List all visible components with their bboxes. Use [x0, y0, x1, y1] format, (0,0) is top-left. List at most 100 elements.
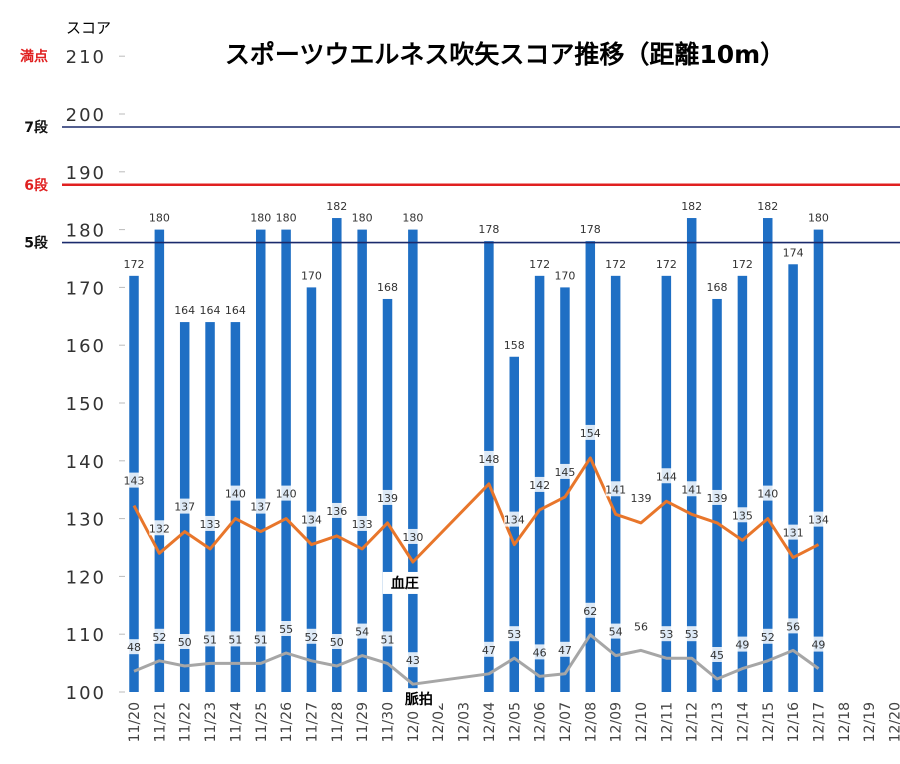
x-tick-label: 11/30 — [381, 702, 397, 742]
x-tick-label: 11/22 — [178, 702, 194, 742]
bar-value-label: 178 — [580, 223, 601, 236]
pulse-value-label: 51 — [203, 633, 217, 646]
pulse-value-label: 47 — [482, 644, 496, 657]
label-bg — [606, 623, 625, 639]
y-tick-label: 120 — [66, 567, 106, 588]
y-tick-label: 190 — [66, 163, 106, 184]
x-tick-label: 12/01 — [406, 702, 422, 742]
blood-pressure-value-label: 139 — [631, 492, 652, 505]
blood-pressure-value-label: 134 — [301, 514, 322, 527]
blood-pressure-value-label: 142 — [529, 479, 550, 492]
blood-pressure-line — [132, 456, 820, 564]
reference-label: 満点 — [20, 48, 48, 65]
label-bg — [529, 476, 550, 492]
blood-pressure-value-label: 135 — [732, 509, 753, 522]
y-tick-label: 150 — [66, 394, 106, 415]
label-bg — [478, 450, 499, 466]
label-bg — [277, 620, 296, 636]
bar-value-label: 164 — [174, 304, 195, 317]
x-tick-label: 12/20 — [888, 702, 900, 742]
bar-value-label: 168 — [377, 281, 398, 294]
label-bg — [681, 481, 702, 497]
bar — [661, 275, 672, 692]
pulse-value-label: 52 — [152, 631, 166, 644]
label-bg — [708, 646, 727, 662]
pulse-value-label: 53 — [659, 628, 673, 641]
bar — [332, 218, 342, 693]
label-bg — [504, 511, 525, 527]
blood-pressure-value-label: 141 — [681, 483, 702, 496]
pulse-value-label: 46 — [533, 646, 547, 659]
label-bg — [555, 641, 574, 657]
bar-value-label: 180 — [149, 212, 170, 225]
x-tick-label: 12/09 — [609, 702, 625, 742]
label-bg — [226, 631, 245, 647]
label-bg — [733, 636, 752, 652]
label-bg — [707, 489, 728, 505]
x-tick-label: 11/21 — [152, 702, 168, 742]
bar — [737, 275, 748, 692]
bar — [560, 287, 570, 692]
series-tag-bg — [382, 571, 427, 594]
label-bg — [581, 602, 600, 618]
blood-pressure-value-label: 131 — [783, 527, 804, 540]
bar-value-label: 170 — [554, 269, 575, 282]
y-axis-label: スコア — [66, 19, 111, 37]
label-bg — [225, 485, 246, 501]
label-bg — [125, 639, 143, 655]
x-tick-label: 12/04 — [482, 702, 498, 742]
blood-pressure-value-label: 132 — [149, 522, 170, 535]
y-tick-label: 100 — [66, 683, 106, 704]
blood-pressure-value-label: 136 — [326, 505, 347, 518]
pulse-value-label: 52 — [761, 631, 775, 644]
x-tick-label: 12/19 — [862, 702, 878, 742]
blood-pressure-value-label: 140 — [276, 488, 297, 501]
pulse-value-label: 45 — [710, 649, 724, 662]
bar-value-label: 172 — [732, 258, 753, 271]
data-labels: 172 180 164 164 164 180 180 170 182 180 168 180 178 1… — [124, 200, 829, 668]
blood-pressure-value-label: 137 — [250, 501, 271, 514]
blood-pressure-value-label: 144 — [656, 470, 677, 483]
label-bg — [505, 626, 524, 642]
reference-label: 6段 — [24, 177, 48, 194]
blood-pressure-value-label: 134 — [504, 514, 525, 527]
bar-value-label: 172 — [529, 258, 550, 271]
blood-pressure-tag: 血圧 — [391, 575, 419, 592]
bar-value-label: 178 — [478, 223, 499, 236]
y-ticks: 100 110 120 130 140 150 160 170 180 190 200 210 — [66, 47, 125, 704]
blood-pressure-value-label: 137 — [174, 501, 195, 514]
bar-value-label: 168 — [707, 281, 728, 294]
label-bg — [758, 628, 777, 644]
label-bg — [174, 498, 195, 514]
label-bg — [326, 502, 347, 518]
y-tick-label: 130 — [66, 510, 106, 531]
bar-value-label: 180 — [276, 212, 297, 225]
label-bg — [276, 485, 297, 501]
bar-value-label: 172 — [605, 258, 626, 271]
x-tick-label: 12/17 — [811, 702, 827, 742]
label-bg — [732, 507, 753, 523]
label-bg — [150, 628, 169, 644]
pulse-value-label: 50 — [330, 636, 344, 649]
label-bg — [301, 511, 322, 527]
reference-label: 5段 — [24, 235, 48, 252]
pulse-value-label: 53 — [507, 628, 521, 641]
bar-value-label: 180 — [352, 212, 373, 225]
pulse-value-label: 52 — [304, 631, 318, 644]
pulse-value-label: 51 — [381, 633, 395, 646]
bar-value-label: 182 — [757, 200, 778, 213]
y-tick-label: 160 — [66, 336, 106, 357]
blood-pressure-value-label: 133 — [352, 518, 373, 531]
bar — [230, 322, 241, 692]
label-bg — [353, 623, 372, 639]
label-bg — [124, 472, 144, 488]
blood-pressure-value-label: 130 — [402, 531, 423, 544]
reference-label: 7段 — [24, 119, 48, 136]
blood-pressure-value-label: 133 — [200, 518, 221, 531]
label-bg — [378, 631, 397, 647]
pulse-value-label: 54 — [355, 626, 369, 639]
y-tick-label: 170 — [66, 278, 106, 299]
label-bg — [580, 424, 601, 440]
